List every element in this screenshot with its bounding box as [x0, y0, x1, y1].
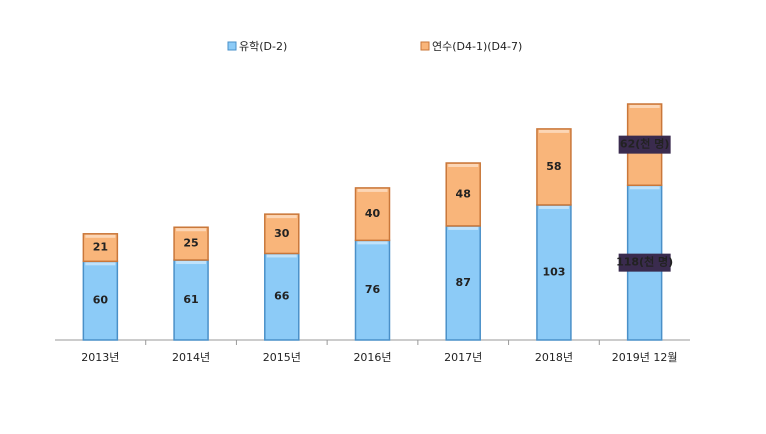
bar-highlight — [85, 234, 116, 238]
legend-swatch — [227, 41, 237, 51]
x-tick-label: 2015년 — [263, 351, 301, 364]
bar-highlight — [266, 254, 297, 258]
bar-highlight — [85, 262, 116, 266]
x-tick-label: 2013년 — [81, 351, 119, 364]
bar-highlight — [176, 228, 207, 232]
data-label: 76 — [365, 283, 381, 296]
data-label: 40 — [365, 207, 381, 220]
label-box — [618, 135, 671, 154]
data-label: 58 — [546, 160, 561, 173]
bar-highlight — [629, 105, 660, 108]
bar-highlight — [176, 261, 207, 265]
bar-highlight — [538, 129, 569, 133]
legend-swatch — [420, 41, 430, 51]
legend-label: 연수(D4-1)(D4-7) — [432, 40, 522, 53]
data-label: 87 — [456, 276, 471, 289]
bar-segment — [536, 128, 572, 206]
bar-segment — [264, 252, 300, 341]
data-label: 21 — [93, 241, 108, 254]
data-label: 30 — [274, 227, 290, 240]
bar-highlight — [357, 241, 388, 245]
bar-segment — [445, 225, 481, 341]
bar-segment — [354, 239, 391, 341]
x-tick-label: 2014년 — [172, 351, 210, 364]
bar-highlight — [448, 164, 479, 167]
bar-highlight — [266, 215, 297, 219]
data-label: 62(천 명) — [620, 137, 669, 151]
legend-label: 유학(D-2) — [239, 40, 287, 53]
bar-segment — [173, 226, 209, 261]
x-tick-label: 2018년 — [535, 351, 573, 364]
data-label: 48 — [456, 187, 471, 200]
x-tick-label: 2019년 12월 — [612, 351, 678, 364]
bar-segment — [536, 204, 572, 341]
data-label: 61 — [183, 293, 198, 306]
data-label: 103 — [542, 265, 565, 278]
x-tick-label: 2017년 — [444, 351, 482, 364]
bar-segment — [354, 187, 391, 242]
bar-highlight — [538, 205, 569, 209]
bar-segment — [445, 162, 481, 227]
data-label: 118(천 명) — [616, 255, 673, 269]
bar-segment — [264, 213, 300, 255]
label-box — [618, 253, 671, 272]
bar-highlight — [448, 226, 479, 230]
bar-segment — [173, 259, 209, 341]
bar-segment — [82, 260, 119, 341]
data-label: 66 — [274, 290, 290, 303]
bar-highlight — [357, 188, 388, 192]
bar-highlight — [629, 186, 660, 190]
bar-segment — [82, 233, 119, 263]
data-label: 60 — [93, 294, 109, 307]
x-tick-label: 2016년 — [353, 351, 391, 364]
data-label: 25 — [183, 237, 198, 250]
